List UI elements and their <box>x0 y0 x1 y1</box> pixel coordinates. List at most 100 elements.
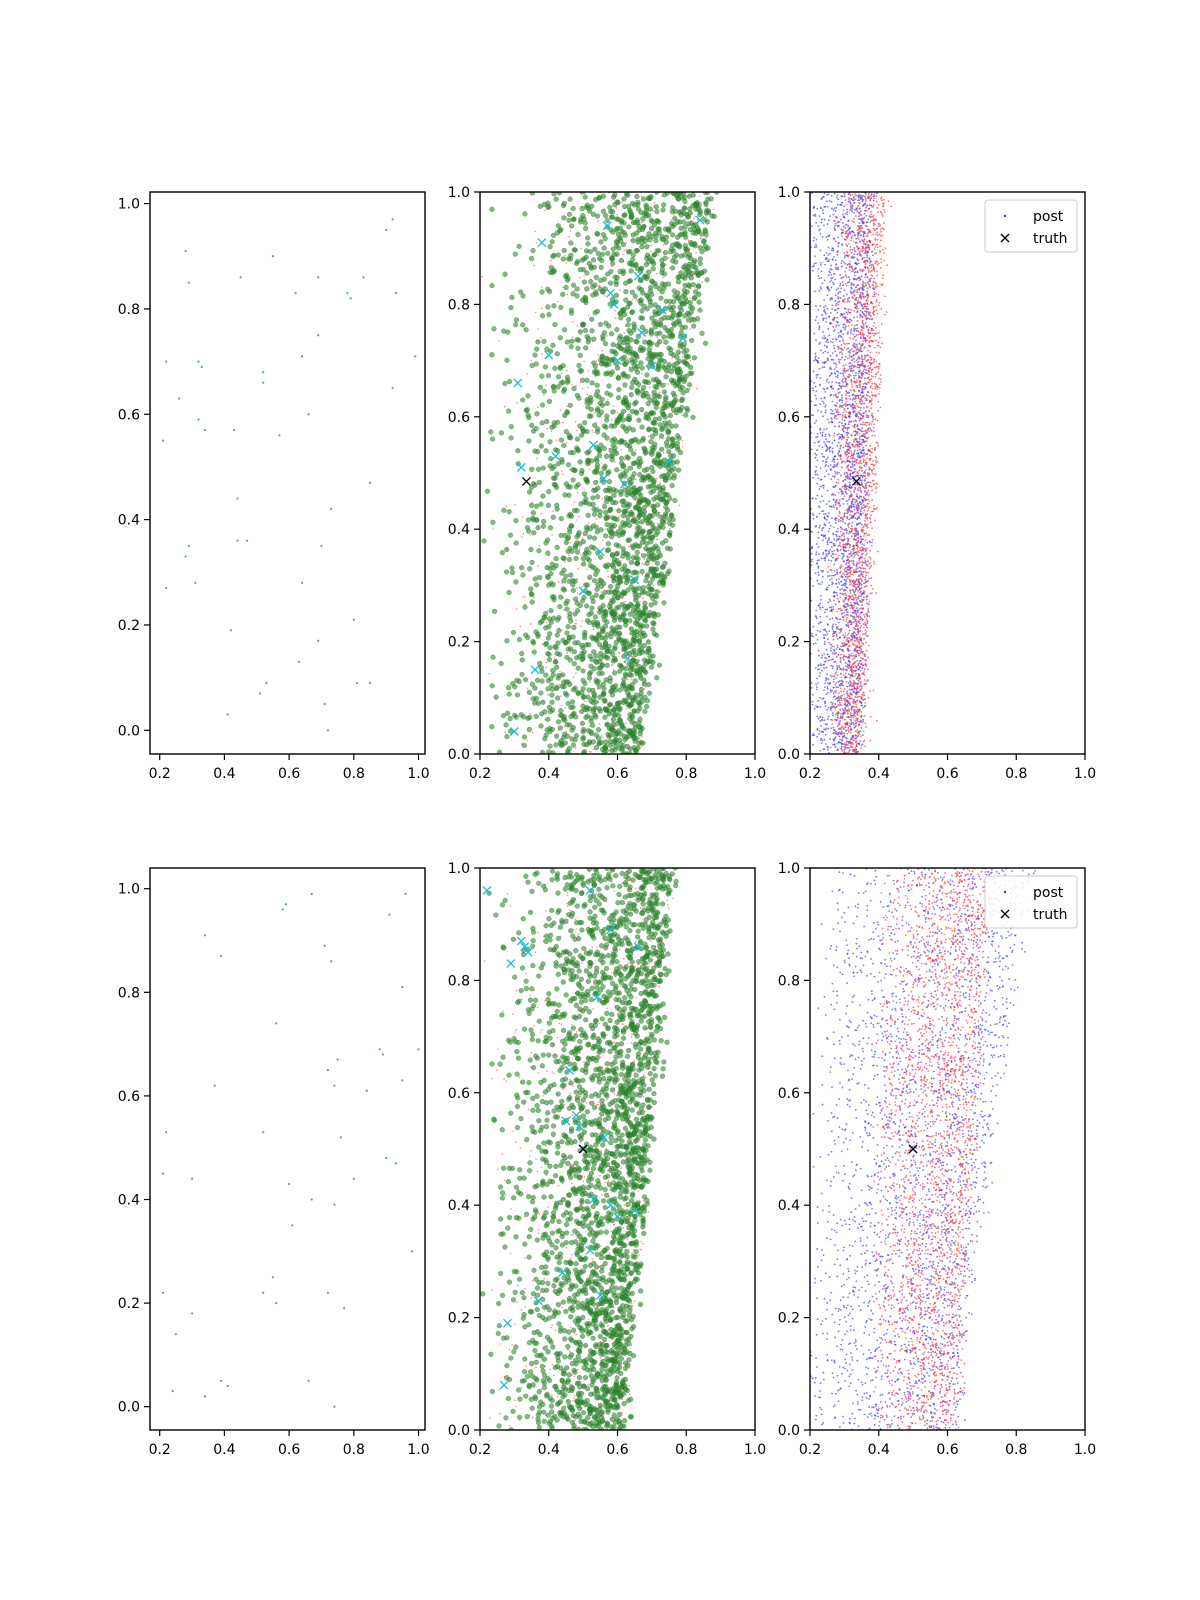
scatter-point-green <box>665 430 671 436</box>
scatter-point-blue <box>831 581 834 584</box>
scatter-point-green <box>641 553 647 559</box>
scatter-point-blue <box>844 402 847 405</box>
scatter-point-red <box>694 215 697 218</box>
scatter-point-blue <box>855 568 858 570</box>
plot-area <box>161 218 417 732</box>
scatter-point-green <box>586 642 592 648</box>
scatter-point-blue <box>837 527 839 530</box>
scatter-point-green <box>620 417 626 423</box>
scatter-point-blue <box>844 575 847 578</box>
scatter-point-red <box>668 267 671 269</box>
scatter-point-blue <box>822 539 824 542</box>
scatter-point <box>194 581 197 584</box>
scatter-point-blue <box>844 635 847 637</box>
scatter-point-green <box>588 278 594 285</box>
scatter-point-blue <box>865 369 868 372</box>
scatter-point-blue <box>851 248 854 251</box>
scatter-point-green <box>666 227 672 233</box>
scatter-point-red <box>641 573 644 576</box>
scatter-point-blue <box>838 324 840 327</box>
scatter-point-blue <box>819 485 822 488</box>
scatter-point-blue <box>846 213 848 216</box>
scatter-point-blue <box>825 615 828 618</box>
scatter-point-green <box>626 416 633 422</box>
scatter-point-green <box>539 678 545 684</box>
scatter-point-blue <box>833 690 836 693</box>
scatter-point-green <box>663 477 669 483</box>
scatter-point-blue <box>814 352 817 355</box>
scatter-point-blue <box>818 328 821 331</box>
scatter-point-blue <box>862 281 865 284</box>
scatter-point-blue <box>861 704 864 707</box>
scatter-point-red <box>658 391 661 394</box>
scatter-point-red <box>545 621 548 623</box>
scatter-point-blue <box>859 740 862 742</box>
scatter-point-blue <box>829 464 832 466</box>
scatter-point-green <box>607 280 614 286</box>
scatter-point-green <box>647 237 653 243</box>
scatter-point-red <box>671 357 674 359</box>
scatter-point-green <box>656 580 662 586</box>
scatter-point-green <box>573 733 580 739</box>
scatter-point-green <box>599 353 606 359</box>
scatter-point-blue <box>812 625 815 628</box>
scatter-point-green <box>584 286 590 292</box>
scatter-point-red <box>614 461 616 463</box>
scatter-point-red <box>534 230 537 233</box>
scatter-point-green <box>513 540 519 546</box>
scatter-point-red <box>656 477 658 480</box>
scatter-point-green <box>551 303 557 309</box>
scatter-point-red <box>623 249 626 252</box>
scatter-point-red <box>553 657 556 660</box>
scatter-point-red <box>641 336 644 339</box>
scatter-point-green <box>586 675 593 681</box>
scatter-point-green <box>591 336 597 342</box>
scatter-point-green <box>512 322 519 328</box>
scatter-point-green <box>644 273 651 280</box>
scatter-point-red <box>583 700 585 702</box>
scatter-point-red <box>577 567 579 570</box>
scatter-point-green <box>654 566 660 572</box>
scatter-point-blue <box>819 500 822 503</box>
scatter-point-blue <box>842 669 845 671</box>
scatter-point-blue <box>836 714 839 717</box>
scatter-point-blue <box>820 198 823 201</box>
scatter-point-green <box>576 362 582 369</box>
scatter-point-red <box>588 468 590 471</box>
scatter-point-green <box>555 719 562 725</box>
scatter-point-green <box>507 715 513 722</box>
scatter-point-green <box>564 277 571 283</box>
scatter-point-blue <box>840 422 843 425</box>
scatter-point-green <box>675 369 681 375</box>
scatter-point-green <box>674 360 680 366</box>
scatter-point-blue <box>829 708 832 711</box>
scatter-point-red <box>596 363 599 366</box>
scatter-point-blue <box>852 364 855 367</box>
scatter-point-blue <box>837 382 840 384</box>
scatter-point-blue <box>853 208 856 211</box>
scatter-point-red <box>625 707 628 710</box>
scatter-point-blue <box>847 445 849 448</box>
scatter-point-green <box>548 607 554 614</box>
scatter-point-green <box>566 556 573 563</box>
scatter-point-blue <box>861 283 864 286</box>
scatter-point-green <box>640 290 646 296</box>
scatter-point-blue <box>818 604 820 607</box>
scatter-point-green <box>560 379 566 386</box>
cross-marker <box>551 451 561 461</box>
scatter-point-red <box>701 281 703 283</box>
scatter-point-blue <box>855 339 857 342</box>
scatter-point-green <box>659 564 666 570</box>
scatter-point-blue <box>835 375 837 378</box>
scatter-point-green <box>696 299 702 305</box>
scatter-point-blue <box>849 398 852 400</box>
scatter-point-red <box>587 369 590 372</box>
scatter-point-green <box>644 372 650 378</box>
scatter-point-green <box>631 735 637 742</box>
scatter-point-blue <box>825 553 828 555</box>
scatter-point-red <box>562 421 564 424</box>
scatter-point-green <box>625 574 631 580</box>
scatter-point-blue <box>830 194 833 197</box>
scatter-point <box>326 729 330 732</box>
scatter-point-green <box>628 438 634 445</box>
